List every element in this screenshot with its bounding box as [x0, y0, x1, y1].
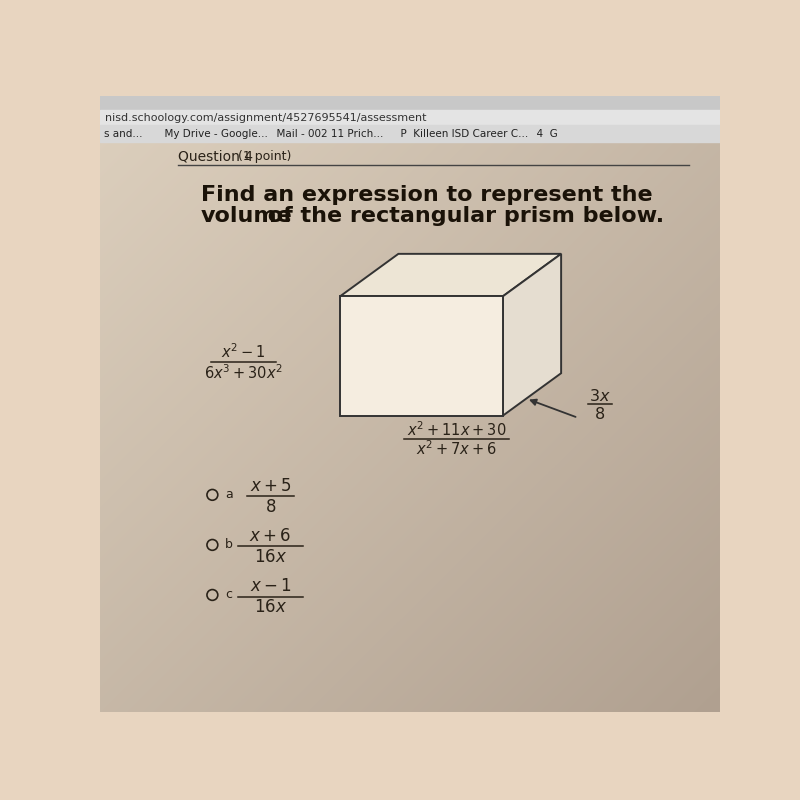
Text: $3x$: $3x$ — [589, 388, 610, 405]
Text: $x^2+11x+30$: $x^2+11x+30$ — [406, 420, 506, 438]
Bar — [100, 126, 720, 142]
Text: nisd.schoology.com/assignment/4527695541/assessment: nisd.schoology.com/assignment/4527695541… — [105, 113, 426, 122]
Text: $x^2-1$: $x^2-1$ — [221, 342, 266, 361]
Bar — [100, 96, 720, 110]
Text: (1 point): (1 point) — [238, 150, 291, 162]
Text: $x-1$: $x-1$ — [250, 578, 291, 595]
Text: $16x$: $16x$ — [254, 598, 287, 616]
Text: c: c — [225, 589, 232, 602]
Text: $x+6$: $x+6$ — [250, 528, 291, 545]
Polygon shape — [340, 296, 503, 415]
Text: volume: volume — [201, 206, 293, 226]
Text: My Drive - Google...: My Drive - Google... — [158, 129, 268, 138]
Text: of the rectangular prism below.: of the rectangular prism below. — [260, 206, 664, 226]
Bar — [100, 110, 720, 126]
Text: P  Killeen ISD Career C...: P Killeen ISD Career C... — [394, 129, 529, 138]
Polygon shape — [503, 254, 561, 415]
Text: $8$: $8$ — [265, 498, 276, 516]
Text: $8$: $8$ — [594, 406, 606, 422]
Text: 4  G: 4 G — [530, 129, 558, 138]
Text: s and...: s and... — [104, 129, 142, 138]
Text: b: b — [225, 538, 233, 551]
Polygon shape — [340, 254, 561, 296]
Text: Mail - 002 11 Prich...: Mail - 002 11 Prich... — [270, 129, 384, 138]
Text: $x^2+7x+6$: $x^2+7x+6$ — [416, 439, 497, 458]
Text: Find an expression to represent the: Find an expression to represent the — [201, 185, 652, 205]
Text: a: a — [225, 488, 233, 502]
Text: Question 4: Question 4 — [178, 149, 253, 163]
Text: $x+5$: $x+5$ — [250, 478, 291, 495]
Text: $6x^3+30x^2$: $6x^3+30x^2$ — [204, 363, 283, 382]
Text: $16x$: $16x$ — [254, 549, 287, 566]
